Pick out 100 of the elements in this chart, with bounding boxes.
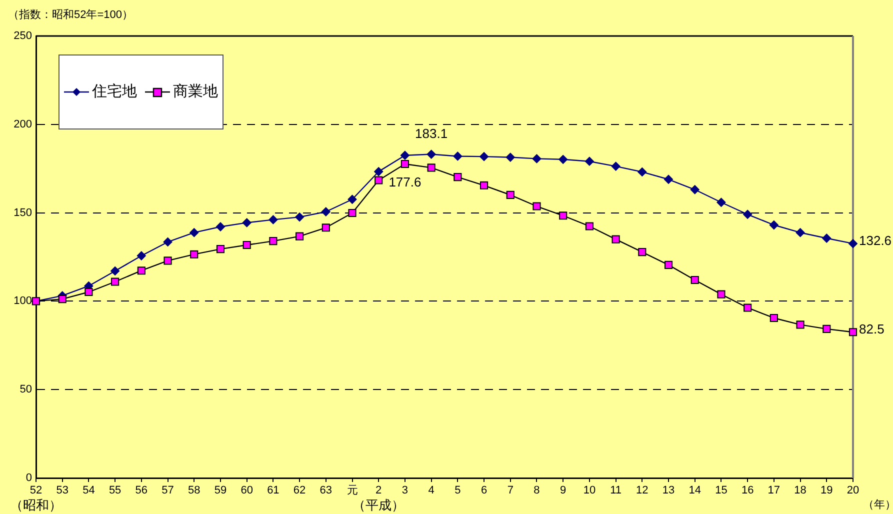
point [400,150,410,160]
point [664,174,674,184]
x-tick-label: 2 [376,484,382,497]
point [716,198,726,207]
x-tick-label: 57 [162,484,174,497]
point [216,245,225,254]
point [374,176,383,184]
point [848,239,858,248]
point [348,194,357,204]
point [611,162,620,171]
y-tick-label: 100 [14,295,32,308]
point [454,173,462,182]
x-tick-label: 15 [715,484,728,497]
x-tick-label: 12 [636,484,648,497]
y-axis-title: （指数：昭和52年=100） [8,8,134,22]
y-tick-label: 200 [14,118,32,130]
point [453,152,462,161]
point [427,164,436,172]
x-tick-label: 8 [534,484,540,497]
x-tick-label: 20 [846,484,860,497]
point [296,232,304,240]
point [506,190,514,199]
point [480,181,488,190]
point [796,320,804,329]
point [348,208,356,218]
point [110,266,120,276]
point [822,324,831,333]
x-tick-label: 56 [135,484,148,497]
y-tick-label: 50 [20,384,32,396]
x-tick-label: 60 [240,484,253,497]
x-tick-label: 7 [507,484,514,497]
point [638,167,647,176]
x-tick-label: 58 [188,484,200,497]
x-tick-label: 63 [320,484,332,497]
point [638,248,646,256]
x-tick-label: 59 [214,484,227,497]
point [400,160,410,168]
x-tick-label: 9 [560,484,566,497]
x-tick-label: 54 [82,484,95,497]
point [269,237,278,246]
point [506,152,515,162]
point [242,240,251,250]
point [242,218,252,228]
text: （平成） [352,498,405,513]
point [822,234,832,243]
point [584,156,594,166]
point [743,210,752,219]
point [612,235,620,244]
point [268,215,278,224]
x-tick-label: 4 [428,484,434,497]
point [190,250,198,258]
point [322,224,330,232]
x-tick-label: 19 [820,484,833,497]
x-tick-label: 18 [794,484,806,497]
point [585,222,594,230]
point [532,202,541,210]
point [136,251,146,260]
text: （昭和） [10,498,62,513]
legend-label: 住宅地 [91,83,137,100]
point [532,154,542,164]
x-tick-label: 16 [741,484,754,497]
x-tick-label: 元 [346,484,358,497]
point [295,212,304,222]
point [717,290,726,298]
point [796,228,805,238]
point [321,207,330,216]
data-label: 82.5 [859,322,884,337]
point [480,152,489,162]
x-tick-label: 13 [662,484,675,497]
point [163,237,172,246]
x-tick-label: 17 [768,484,780,497]
point [216,222,225,232]
legend-label: 商業地 [173,83,218,100]
y-tick-label: 250 [14,30,32,42]
point [426,150,436,159]
point [190,228,199,238]
x-axis-title: （年） [863,499,893,512]
point [690,185,700,194]
x-tick-label: 62 [293,484,306,497]
point [769,220,778,230]
x-tick-label: 55 [108,484,122,497]
point [690,276,699,284]
x-tick-label: 11 [610,484,622,497]
x-tick-label: 5 [454,484,461,497]
x-tick-label: 3 [402,484,408,497]
point [559,212,568,220]
x-tick-label: 52 [30,484,42,497]
point [58,295,66,304]
x-tick-label: 6 [480,484,488,497]
point [770,314,778,322]
point [744,304,752,312]
point [164,256,172,265]
x-tick-label: 14 [688,484,701,497]
point [374,167,384,176]
data-label: 177.6 [388,174,422,190]
point [111,278,120,286]
x-tick-label: 53 [56,484,68,497]
point [664,260,673,269]
point [84,288,93,296]
y-tick-label: 0 [26,472,32,484]
